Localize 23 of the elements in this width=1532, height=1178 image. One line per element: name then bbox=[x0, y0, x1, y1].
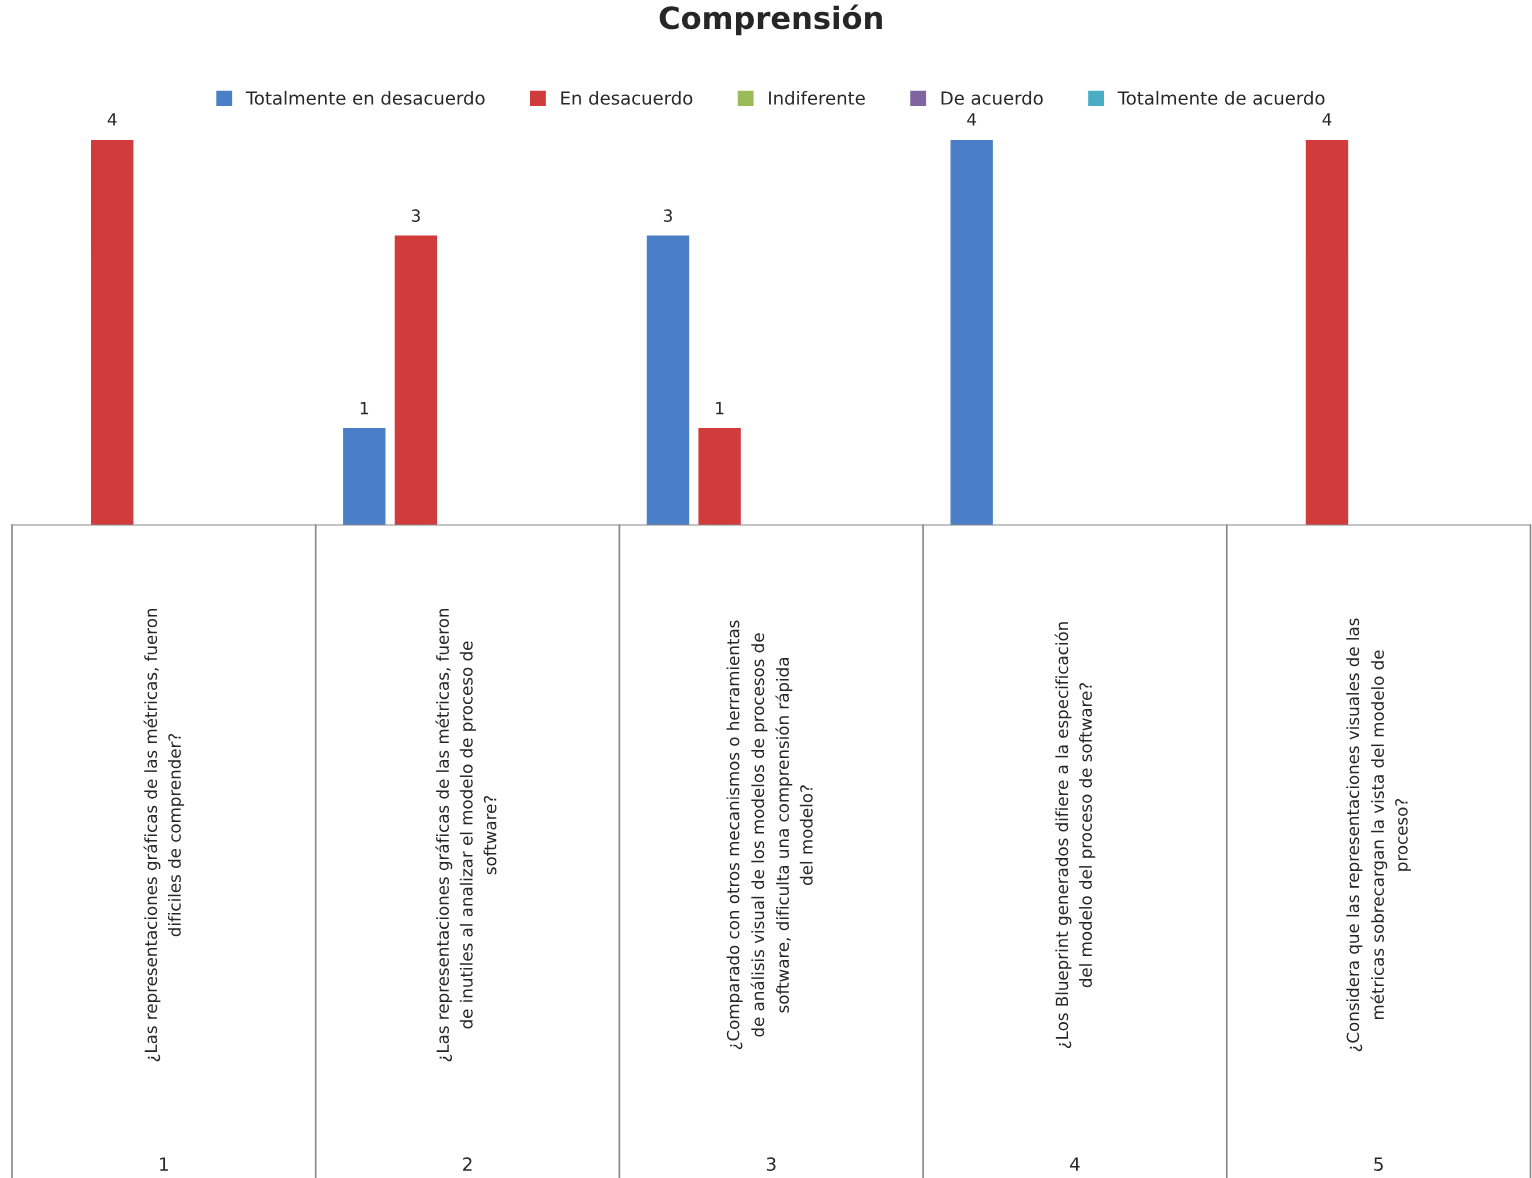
text: ¿Comparado con otros mecanismos o herramientas de análisis visual de los modelos de procesos de software, dificulta una comprensión rápida del modelo? bbox=[726, 620, 813, 1050]
x-tick-label: 4 bbox=[1070, 1157, 1080, 1171]
legend-label: En desacuerdo bbox=[561, 90, 693, 105]
data-label: 3 bbox=[411, 209, 420, 222]
data-label: 3 bbox=[663, 209, 672, 222]
legend-label: De acuerdo bbox=[941, 90, 1043, 105]
text: ¿Las representaciones gráficas de las métricas, fueron dificiles de comprender? bbox=[143, 608, 185, 1062]
legend-label: Indiferente bbox=[769, 90, 865, 105]
data-label: 4 bbox=[107, 113, 117, 126]
data-label: 1 bbox=[360, 402, 369, 415]
data-label: 4 bbox=[967, 113, 977, 126]
data-label: 1 bbox=[716, 402, 724, 415]
legend-label: Totalmente de acuerdo bbox=[1117, 90, 1325, 105]
x-tick-label: 5 bbox=[1374, 1157, 1383, 1171]
x-tick-label: 2 bbox=[463, 1157, 472, 1171]
x-tick-label: 3 bbox=[766, 1157, 776, 1171]
text: ¿Las representaciones gráficas de las métricas, fueron de inutiles al analizar el modelo de proceso de software? bbox=[435, 608, 497, 1062]
chart-title: Comprensión bbox=[659, 4, 882, 36]
data-label: 4 bbox=[1322, 113, 1332, 126]
text: ¿Los Blueprint generados difiere a la especificación del modelo del proceso de software? bbox=[1054, 622, 1096, 1049]
x-tick-label: 1 bbox=[160, 1157, 168, 1171]
text: ¿Considera que las representaciones visuales de las métricas sobrecargan la vista del modelo de proceso? bbox=[1346, 618, 1411, 1052]
legend-label: Totalmente en desacuerdo bbox=[245, 90, 485, 105]
